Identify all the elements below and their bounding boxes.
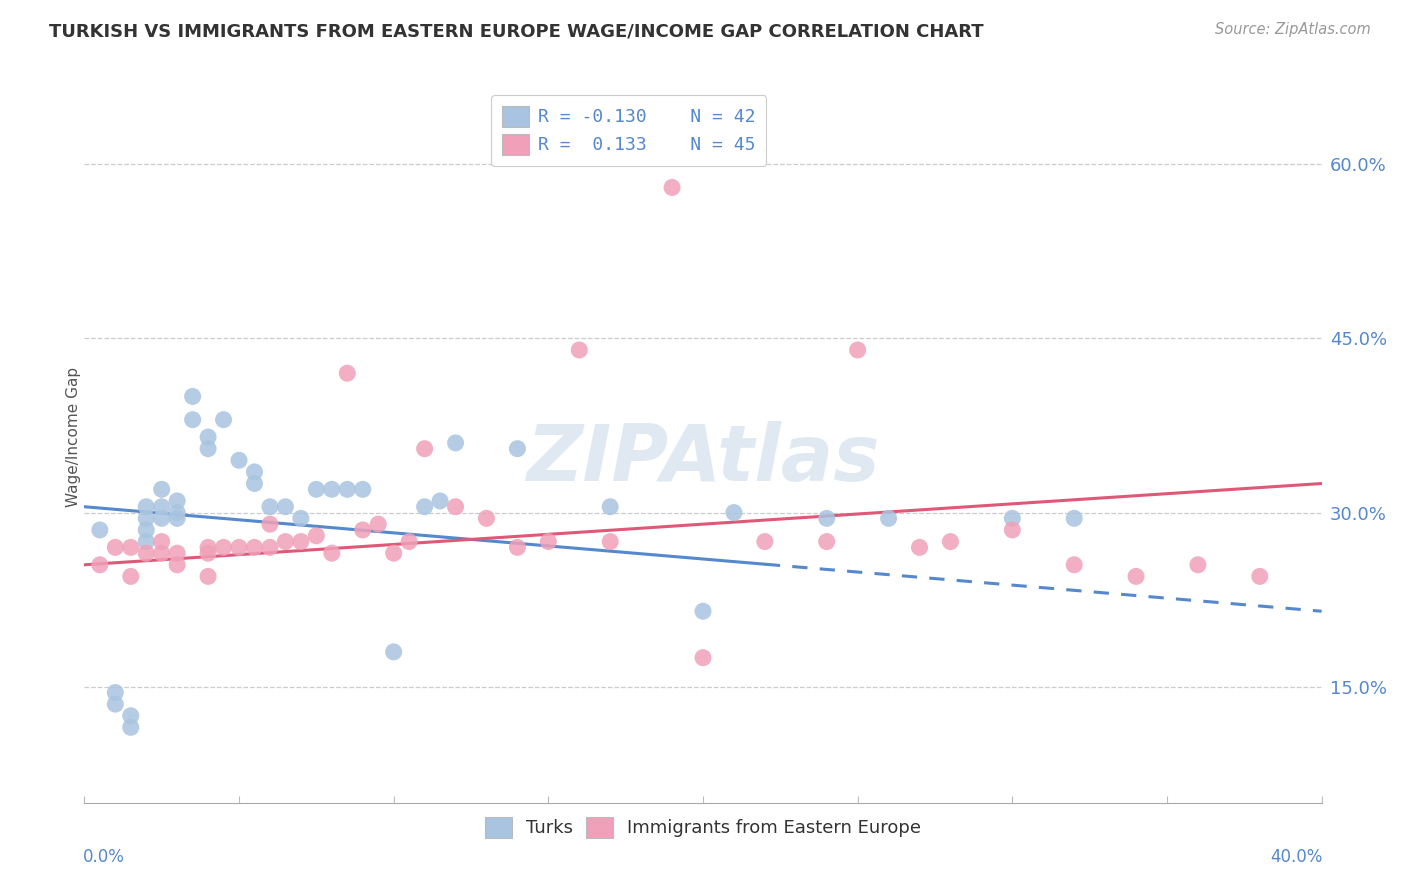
Point xyxy=(723,506,745,520)
Point xyxy=(166,511,188,525)
Point xyxy=(382,645,405,659)
Point xyxy=(506,442,529,456)
Point xyxy=(367,517,389,532)
Point xyxy=(212,412,235,426)
Point xyxy=(290,511,312,525)
Point xyxy=(382,546,405,560)
Point xyxy=(120,569,142,583)
Point xyxy=(243,465,266,479)
Point xyxy=(89,558,111,572)
Point xyxy=(444,436,467,450)
Point xyxy=(692,604,714,618)
Point xyxy=(228,453,250,467)
Y-axis label: Wage/Income Gap: Wage/Income Gap xyxy=(66,367,80,508)
Point xyxy=(429,494,451,508)
Text: Source: ZipAtlas.com: Source: ZipAtlas.com xyxy=(1215,22,1371,37)
Point xyxy=(1063,511,1085,525)
Point xyxy=(120,720,142,734)
Point xyxy=(104,685,127,699)
Point xyxy=(135,546,157,560)
Point xyxy=(181,412,204,426)
Point xyxy=(228,541,250,555)
Text: TURKISH VS IMMIGRANTS FROM EASTERN EUROPE WAGE/INCOME GAP CORRELATION CHART: TURKISH VS IMMIGRANTS FROM EASTERN EUROP… xyxy=(49,22,984,40)
Point xyxy=(274,500,297,514)
Point xyxy=(336,366,359,380)
Point xyxy=(846,343,869,357)
Point xyxy=(336,483,359,497)
Point xyxy=(104,541,127,555)
Point xyxy=(413,500,436,514)
Point xyxy=(1187,558,1209,572)
Point xyxy=(754,534,776,549)
Point xyxy=(305,483,328,497)
Point xyxy=(475,511,498,525)
Point xyxy=(104,697,127,711)
Point xyxy=(89,523,111,537)
Point xyxy=(692,650,714,665)
Point xyxy=(135,534,157,549)
Point xyxy=(259,517,281,532)
Point xyxy=(661,180,683,194)
Point xyxy=(413,442,436,456)
Point xyxy=(166,558,188,572)
Text: ZIPAtlas: ZIPAtlas xyxy=(526,421,880,497)
Point xyxy=(321,483,343,497)
Point xyxy=(150,500,173,514)
Point xyxy=(1249,569,1271,583)
Point xyxy=(352,523,374,537)
Point xyxy=(877,511,900,525)
Point xyxy=(506,541,529,555)
Point xyxy=(120,541,142,555)
Point xyxy=(166,494,188,508)
Point xyxy=(274,534,297,549)
Point xyxy=(1125,569,1147,583)
Point xyxy=(150,511,173,525)
Point xyxy=(150,483,173,497)
Point xyxy=(135,500,157,514)
Point xyxy=(259,500,281,514)
Point xyxy=(568,343,591,357)
Legend: Turks, Immigrants from Eastern Europe: Turks, Immigrants from Eastern Europe xyxy=(474,806,932,848)
Point xyxy=(197,541,219,555)
Point xyxy=(181,389,204,403)
Point xyxy=(1063,558,1085,572)
Point xyxy=(135,511,157,525)
Point xyxy=(939,534,962,549)
Point xyxy=(243,476,266,491)
Point xyxy=(150,534,173,549)
Point xyxy=(305,529,328,543)
Point xyxy=(197,430,219,444)
Point xyxy=(197,442,219,456)
Point xyxy=(135,523,157,537)
Point xyxy=(212,541,235,555)
Point xyxy=(150,546,173,560)
Point xyxy=(243,541,266,555)
Point xyxy=(599,534,621,549)
Point xyxy=(197,569,219,583)
Point xyxy=(290,534,312,549)
Point xyxy=(166,506,188,520)
Point xyxy=(120,708,142,723)
Point xyxy=(444,500,467,514)
Point xyxy=(908,541,931,555)
Point xyxy=(1001,523,1024,537)
Point xyxy=(321,546,343,560)
Point xyxy=(599,500,621,514)
Point xyxy=(259,541,281,555)
Point xyxy=(537,534,560,549)
Point xyxy=(352,483,374,497)
Point xyxy=(166,546,188,560)
Text: 0.0%: 0.0% xyxy=(83,848,125,866)
Point xyxy=(197,546,219,560)
Point xyxy=(815,511,838,525)
Text: 40.0%: 40.0% xyxy=(1271,848,1323,866)
Point xyxy=(398,534,420,549)
Point xyxy=(1001,511,1024,525)
Point xyxy=(815,534,838,549)
